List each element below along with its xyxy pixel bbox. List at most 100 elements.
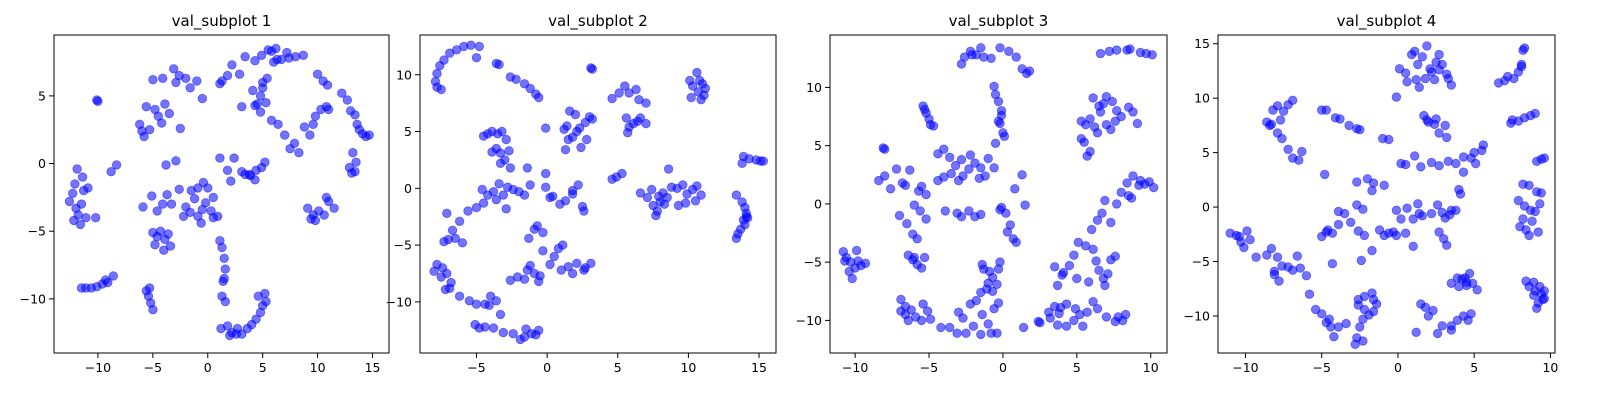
data-point [896,306,906,316]
data-point [1333,322,1344,332]
data-point [758,156,769,166]
data-point [976,43,986,53]
data-point [1310,304,1321,315]
data-point [1135,175,1146,186]
data-point [851,245,862,256]
data-point [965,150,976,160]
data-point [989,163,999,173]
data-point [478,198,489,208]
data-point [212,211,223,222]
data-point [505,163,516,173]
data-point [922,306,933,316]
data-point [921,189,931,200]
data-point [1274,276,1284,286]
data-point [641,118,651,129]
data-point [731,233,742,244]
data-point [1396,214,1406,224]
data-point [250,100,260,111]
data-point [560,144,571,155]
data-point [933,149,943,159]
data-point [587,64,598,74]
y-tick-label: 0 [404,181,412,196]
data-point [1004,46,1014,57]
data-point [953,175,964,186]
x-tick-label: −5 [920,360,938,375]
data-point [1049,262,1060,272]
data-point [692,67,702,78]
data-point [175,123,186,134]
data-point [1409,46,1420,57]
data-point [906,305,917,315]
data-point [1358,314,1368,324]
axes-frame [1217,34,1556,354]
data-point [1352,200,1362,210]
data-point [152,206,162,216]
data-point [1266,243,1277,254]
data-point [1122,178,1132,188]
data-point [429,266,439,276]
data-point [1434,227,1444,237]
data-point [521,324,531,334]
x-tick-label: 10 [1143,360,1159,375]
data-point [310,111,321,121]
data-point [144,283,155,293]
axes-frame [53,34,390,354]
data-point [1367,245,1377,256]
subplot-title: val_subplot 2 [548,12,648,31]
data-point [1413,199,1423,209]
data-point [197,93,208,104]
data-point [690,196,701,206]
data-point [635,188,646,198]
data-point [939,144,949,154]
data-point [584,112,595,122]
data-point [918,299,928,309]
data-point [984,266,995,277]
data-point [903,315,914,326]
y-tick-label: 10 [1194,91,1210,106]
y-tick-label: −10 [20,291,46,306]
data-point [894,210,905,221]
data-point [1058,267,1069,278]
data-point [81,212,91,223]
data-point [655,197,665,207]
data-point [614,88,624,98]
data-point [607,93,617,104]
data-point [161,160,171,170]
data-point [189,193,200,204]
data-point [1452,315,1463,326]
data-point [1088,93,1098,103]
data-point [1384,134,1394,145]
data-point [1345,217,1356,228]
data-point [1400,228,1411,238]
data-point [968,321,979,331]
data-point [1536,188,1547,198]
data-point [1061,299,1072,309]
data-point [916,315,927,326]
data-point [162,189,172,200]
data-point [487,147,497,157]
data-point [323,104,334,115]
y-tick-label: −10 [796,313,822,328]
data-point [495,309,506,320]
data-point [350,166,360,177]
data-point [1414,82,1425,93]
data-point [319,210,329,220]
data-point [454,291,465,301]
data-point [70,179,80,189]
data-point [227,60,237,70]
data-point [952,328,962,338]
data-point [1111,105,1122,116]
data-point [436,84,446,95]
data-point [312,69,323,79]
data-point [621,113,632,123]
data-point [976,329,986,340]
data-point [559,124,569,135]
data-point [508,329,518,339]
data-point [1402,77,1412,87]
data-point [916,263,927,273]
data-point [1441,132,1452,143]
data-point [1287,95,1298,106]
data-point [200,198,211,208]
data-point [76,199,87,209]
data-point [617,168,627,179]
